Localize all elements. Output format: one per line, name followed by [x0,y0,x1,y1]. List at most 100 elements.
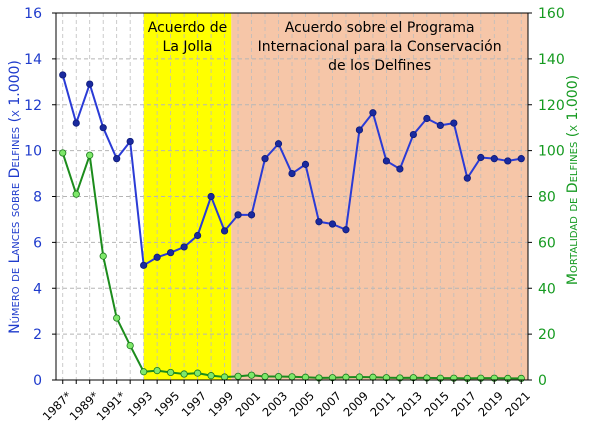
series-2-point [369,373,377,381]
right-tick-label: 20 [538,327,556,343]
series-1-point [167,249,175,257]
series-1-point [328,220,337,228]
right-tick-label: 80 [538,190,556,206]
series-2-point [234,372,242,380]
x-tick-label: 2003 [260,389,291,420]
right-tick-label: 100 [538,144,565,160]
region-2-label: Internacional para la Conservación [258,39,502,55]
x-tick-label: 2019 [475,389,506,420]
series-1-point [207,192,215,201]
series-2-point [126,341,134,350]
series-1-point [477,153,485,162]
series-1-point [450,119,458,127]
left-axis-title: Número de Lances sobre Delfines (x 1.000… [7,60,23,334]
region-1-label: Acuerdo de [148,20,227,36]
series-1-point [261,155,269,163]
region-1 [143,13,232,380]
series-1-point [180,243,188,251]
x-tick-label: 2001 [233,389,264,420]
series-2-point [86,151,94,159]
series-2-point [153,366,161,375]
series-1-point [423,114,431,123]
series-1-point [382,157,390,165]
series-2-point [72,190,80,198]
region-1-label: La Jolla [163,39,213,55]
series-1-point [463,174,471,182]
series-1-point [59,71,67,79]
series-1-point [355,126,364,134]
x-tick-label: 1995 [152,389,183,420]
x-tick-label: 1999 [206,389,237,420]
x-tick-label: 2021 [502,389,533,420]
series-1-point [274,140,283,148]
right-axis-title: Mortalidad de Delfines (x 1.000) [565,75,581,285]
series-2-point [99,252,107,260]
series-1-point [153,253,161,261]
series-1-point [126,137,134,146]
left-tick-label: 10 [24,144,42,160]
x-tick-label: 2015 [421,389,452,420]
series-2-point [113,314,121,322]
series-1-point [490,155,498,163]
x-tick-label: 2011 [367,389,398,420]
series-1-point [342,226,350,234]
series-2-point [180,370,188,378]
right-tick-label: 0 [538,373,547,389]
series-2-point [274,372,283,381]
series-1-point [288,169,296,178]
right-tick-label: 40 [538,281,556,297]
series-1-point [301,160,310,168]
right-tick-label: 60 [538,235,556,251]
series-2-point [194,369,202,377]
series-2-point [167,368,175,377]
left-tick-label: 16 [24,6,42,22]
series-2-point [301,373,310,381]
series-1-point [436,121,444,129]
left-tick-label: 14 [24,52,42,68]
series-1-point [220,227,229,235]
series-1-point [113,155,121,163]
series-1-point [517,155,525,163]
left-axis-ticks: 0 2 4 6 8 10 12 14 16 [24,6,56,389]
x-tick-label: 2007 [313,389,344,420]
x-tick-label: 1997 [179,389,210,420]
right-axis-ticks: 0 20 40 60 80 100 120 140 160 [528,6,565,389]
series-1-point [409,130,417,139]
series-1-point [234,211,242,219]
x-tick-label: 1989* [67,389,102,424]
region-labels: Acuerdo de La Jolla Acuerdo sobre el Progr… [148,20,502,74]
series-1-point [504,157,512,165]
x-tick-label: 2017 [448,389,479,420]
left-tick-label: 8 [33,190,42,206]
x-tick-label: 1987* [40,389,75,424]
x-tick-label: 2005 [287,389,318,420]
left-tick-label: 0 [33,373,42,389]
x-tick-label: 2009 [340,389,371,420]
series-1-point [194,231,202,240]
series-2-point [355,373,364,381]
series-2-point [261,372,269,381]
series-2-point [247,371,256,379]
series-2-point [288,373,296,381]
series-2-point [140,368,148,376]
series-1-point [99,124,107,132]
left-tick-label: 6 [33,235,42,251]
region-2-label: de los Delfines [328,58,431,74]
series-2-point [59,149,67,157]
series-2-point [342,373,350,381]
series-1-point [369,109,377,117]
x-tick-label: 1993 [125,389,156,420]
right-tick-label: 160 [538,6,565,22]
series-1-point [396,165,404,173]
x-tick-label: 2013 [394,389,425,420]
series-1-point [86,80,94,88]
series-1-point [315,218,323,226]
left-tick-label: 4 [33,281,42,297]
left-tick-label: 12 [24,98,42,114]
right-tick-label: 120 [538,98,565,114]
right-tick-label: 140 [538,52,565,68]
series-2-point [220,373,229,381]
x-tick-label: 1991* [94,389,129,424]
series-1-point [72,119,80,127]
